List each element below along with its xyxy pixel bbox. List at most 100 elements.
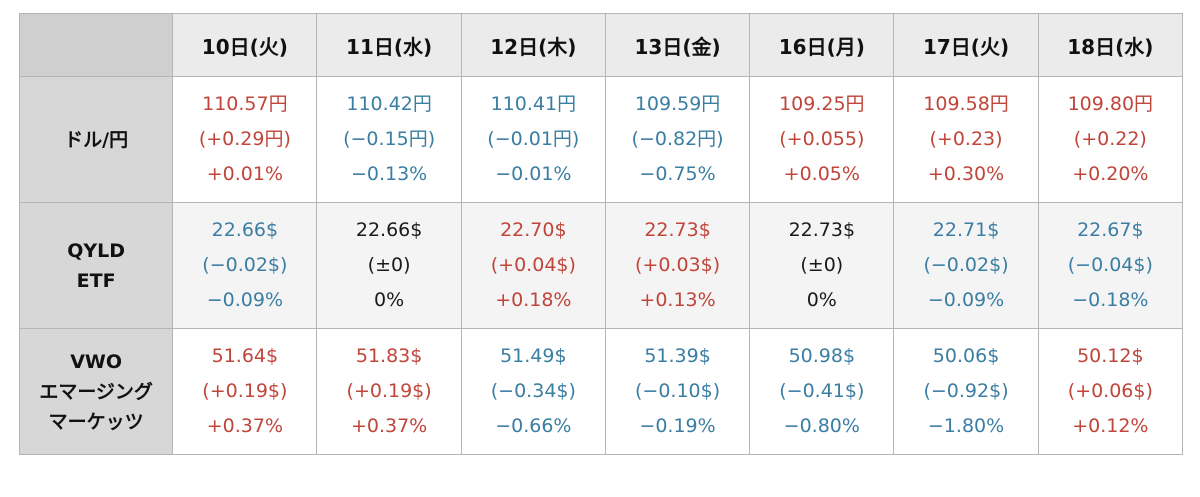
market-table: 10日(火) 11日(水) 12日(木) 13日(金) 16日(月) 17日(火…	[18, 13, 1184, 455]
percent-value: +0.05%	[783, 163, 860, 185]
price-value: 22.70$	[500, 219, 567, 241]
table-row-qyld: QYLD ETF 22.66$ (−0.02$) −0.09% 22.66$ (…	[18, 202, 1184, 329]
percent-value: −0.19%	[639, 415, 716, 437]
value-cell: 22.70$ (+0.04$) +0.18%	[460, 202, 606, 329]
change-value: (−0.41$)	[779, 380, 865, 402]
row-label: ドル/円	[18, 76, 174, 203]
change-value: (−0.92$)	[923, 380, 1009, 402]
price-value: 109.25円	[779, 93, 865, 115]
price-value: 51.49$	[500, 345, 567, 367]
row-label: QYLD ETF	[18, 202, 174, 329]
percent-value: +0.37%	[206, 415, 283, 437]
value-cell: 22.71$ (−0.02$) −0.09%	[893, 202, 1039, 329]
price-value: 109.80円	[1067, 93, 1154, 115]
change-value: (±0)	[800, 254, 844, 276]
change-value: (+0.04$)	[490, 254, 576, 276]
price-value: 109.58円	[923, 93, 1009, 115]
percent-value: 0%	[374, 289, 405, 311]
change-value: (+0.23)	[929, 128, 1003, 150]
change-value: (+0.03$)	[635, 254, 721, 276]
change-value: (−0.02$)	[923, 254, 1009, 276]
percent-value: 0%	[806, 289, 837, 311]
header-row: 10日(火) 11日(水) 12日(木) 13日(金) 16日(月) 17日(火…	[18, 13, 1184, 77]
row-label-line: ETF	[76, 269, 116, 292]
change-value: (+0.19$)	[202, 380, 288, 402]
percent-value: −0.18%	[1072, 289, 1149, 311]
market-table-container: 10日(火) 11日(水) 12日(木) 13日(金) 16日(月) 17日(火…	[18, 13, 1184, 455]
value-cell: 109.80円 (+0.22) +0.20%	[1037, 76, 1184, 203]
change-value: (+0.06$)	[1067, 380, 1153, 402]
percent-value: +0.20%	[1072, 163, 1149, 185]
date-header: 17日(火)	[893, 13, 1039, 77]
price-value: 22.73$	[788, 219, 856, 241]
change-value: (−0.04$)	[1067, 254, 1153, 276]
value-cell: 109.58円 (+0.23) +0.30%	[893, 76, 1039, 203]
price-value: 110.41円	[490, 93, 577, 115]
value-cell: 22.67$ (−0.04$) −0.18%	[1037, 202, 1184, 329]
change-value: (−0.15円)	[343, 128, 436, 150]
price-value: 110.42円	[346, 93, 432, 115]
date-header: 16日(月)	[749, 13, 895, 77]
change-value: (−0.82円)	[631, 128, 724, 150]
value-cell: 110.42円 (−0.15円) −0.13%	[316, 76, 462, 203]
percent-value: −1.80%	[927, 415, 1005, 437]
price-value: 22.73$	[644, 219, 711, 241]
price-value: 50.12$	[1077, 345, 1144, 367]
row-label-line: VWO	[70, 350, 123, 373]
date-header: 11日(水)	[316, 13, 462, 77]
percent-value: +0.30%	[927, 163, 1005, 185]
percent-value: +0.18%	[495, 289, 572, 311]
change-value: (−0.10$)	[635, 380, 721, 402]
value-cell: 110.41円 (−0.01円) −0.01%	[460, 76, 606, 203]
change-value: (−0.34$)	[490, 380, 576, 402]
percent-value: +0.12%	[1072, 415, 1149, 437]
percent-value: −0.13%	[350, 163, 428, 185]
percent-value: −0.66%	[495, 415, 572, 437]
value-cell: 50.98$ (−0.41$) −0.80%	[749, 328, 895, 455]
change-value: (−0.01円)	[487, 128, 580, 150]
date-header: 18日(水)	[1037, 13, 1184, 77]
change-value: (+0.22)	[1073, 128, 1147, 150]
percent-value: −0.80%	[783, 415, 860, 437]
value-cell: 22.66$ (±0) 0%	[316, 202, 462, 329]
value-cell: 22.73$ (+0.03$) +0.13%	[604, 202, 751, 329]
change-value: (−0.02$)	[202, 254, 288, 276]
price-value: 51.39$	[644, 345, 711, 367]
change-value: (+0.19$)	[346, 380, 432, 402]
price-value: 22.66$	[211, 219, 279, 241]
percent-value: +0.37%	[350, 415, 428, 437]
price-value: 51.83$	[355, 345, 423, 367]
value-cell: 109.25円 (+0.055) +0.05%	[749, 76, 895, 203]
percent-value: −0.09%	[206, 289, 283, 311]
corner-cell	[18, 13, 174, 77]
percent-value: −0.01%	[495, 163, 572, 185]
date-header: 10日(火)	[172, 13, 318, 77]
value-cell: 22.66$ (−0.02$) −0.09%	[172, 202, 318, 329]
table-row-usdjpy: ドル/円 110.57円 (+0.29円) +0.01% 110.42円 (−0…	[18, 76, 1184, 203]
value-cell: 50.12$ (+0.06$) +0.12%	[1037, 328, 1184, 455]
change-value: (±0)	[367, 254, 411, 276]
price-value: 50.06$	[932, 345, 1000, 367]
price-value: 50.98$	[788, 345, 856, 367]
date-header: 13日(金)	[604, 13, 751, 77]
percent-value: +0.13%	[639, 289, 716, 311]
value-cell: 51.39$ (−0.10$) −0.19%	[604, 328, 751, 455]
percent-value: +0.01%	[206, 163, 283, 185]
row-label-line: エマージング	[39, 380, 153, 403]
row-label-line: ドル/円	[64, 128, 129, 151]
price-value: 22.71$	[932, 219, 1000, 241]
value-cell: 50.06$ (−0.92$) −1.80%	[893, 328, 1039, 455]
value-cell: 51.64$ (+0.19$) +0.37%	[172, 328, 318, 455]
price-value: 51.64$	[211, 345, 279, 367]
value-cell: 22.73$ (±0) 0%	[749, 202, 895, 329]
price-value: 22.67$	[1077, 219, 1144, 241]
row-label-line: マーケッツ	[48, 410, 144, 433]
value-cell: 51.83$ (+0.19$) +0.37%	[316, 328, 462, 455]
row-label: VWO エマージング マーケッツ	[18, 328, 174, 455]
percent-value: −0.09%	[927, 289, 1005, 311]
value-cell: 110.57円 (+0.29円) +0.01%	[172, 76, 318, 203]
price-value: 22.66$	[355, 219, 423, 241]
price-value: 110.57円	[202, 93, 288, 115]
price-value: 109.59円	[634, 93, 721, 115]
table-row-vwo: VWO エマージング マーケッツ 51.64$ (+0.19$) +0.37% …	[18, 328, 1184, 455]
